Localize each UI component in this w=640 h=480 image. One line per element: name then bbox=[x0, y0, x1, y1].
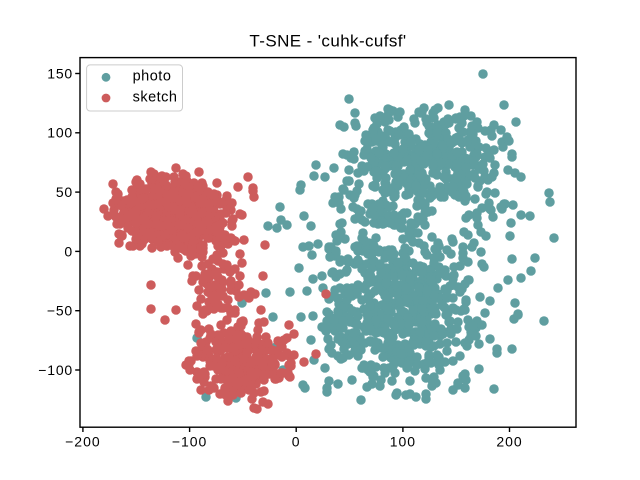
svg-text:−200: −200 bbox=[65, 434, 101, 450]
svg-text:sketch: sketch bbox=[133, 90, 178, 106]
svg-text:150: 150 bbox=[47, 65, 73, 81]
svg-text:50: 50 bbox=[56, 184, 73, 200]
svg-text:photo: photo bbox=[133, 69, 172, 85]
svg-text:−100: −100 bbox=[38, 362, 73, 378]
svg-text:0: 0 bbox=[64, 243, 73, 259]
svg-text:−100: −100 bbox=[172, 434, 208, 450]
svg-text:−50: −50 bbox=[47, 303, 73, 319]
svg-text:100: 100 bbox=[47, 125, 73, 141]
svg-text:T-SNE - 'cuhk-cufsf': T-SNE - 'cuhk-cufsf' bbox=[249, 32, 406, 51]
svg-text:0: 0 bbox=[292, 434, 301, 450]
svg-text:100: 100 bbox=[390, 434, 416, 450]
svg-text:200: 200 bbox=[496, 434, 522, 450]
